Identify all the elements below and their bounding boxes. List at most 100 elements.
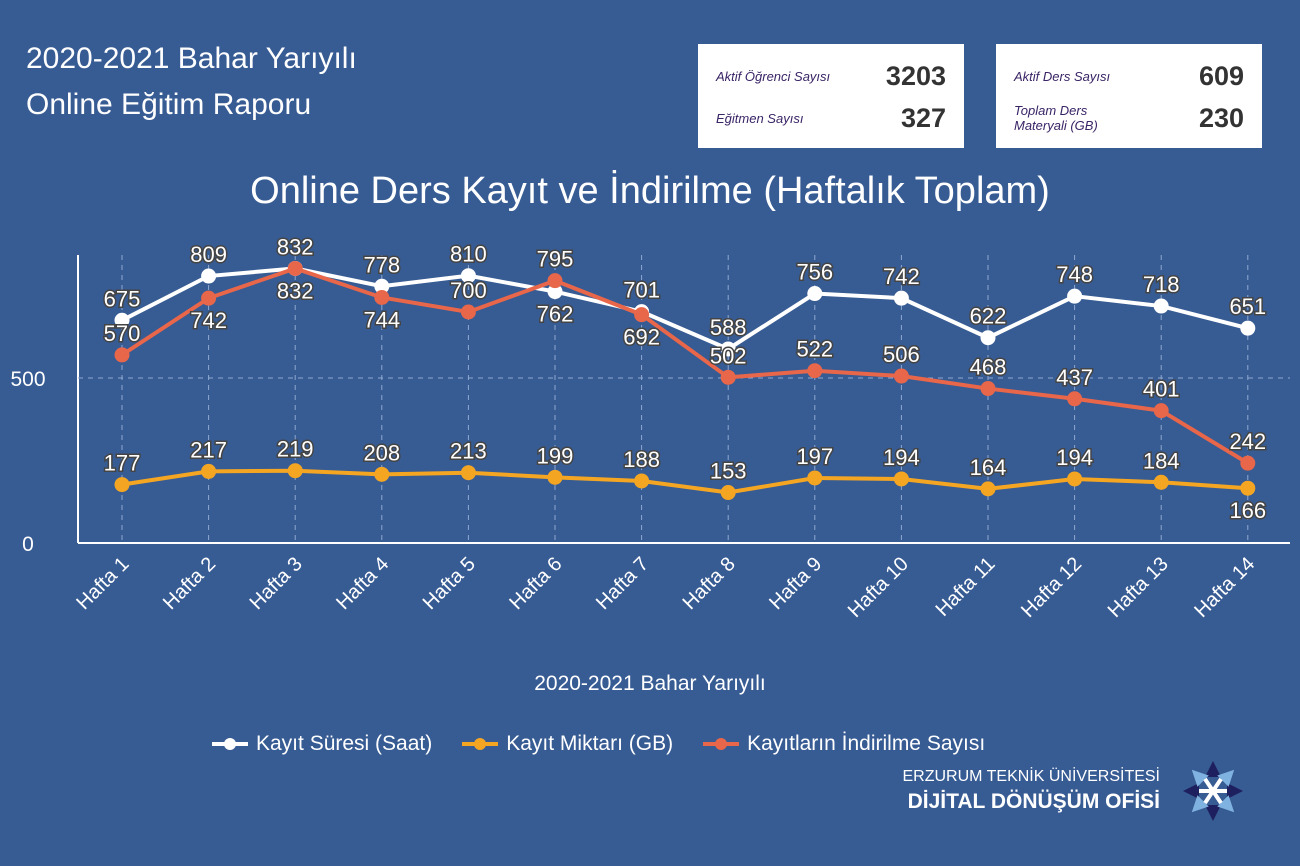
data-label: 177: [104, 451, 141, 476]
data-label: 701: [623, 278, 660, 303]
logo-text: ERZURUM TEKNİK ÜNİVERSİTESİ DİJİTAL DÖNÜ…: [902, 768, 1160, 814]
data-point: [893, 290, 909, 306]
data-point: [114, 477, 130, 493]
data-label: 242: [1229, 429, 1266, 454]
data-label: 832: [277, 234, 314, 259]
x-tick-label: Hafta 11: [932, 553, 1000, 621]
x-tick-label: Hafta 9: [765, 553, 826, 614]
data-label: 762: [537, 302, 574, 327]
data-point: [374, 289, 390, 305]
data-label: 756: [796, 260, 833, 285]
data-point: [201, 268, 217, 284]
legend-label: Kayıt Süresi (Saat): [256, 732, 433, 755]
data-point: [720, 341, 736, 357]
stat-value: 327: [900, 102, 946, 133]
data-label: 437: [1056, 365, 1093, 390]
data-point: [287, 260, 303, 276]
data-label: 832: [277, 278, 314, 303]
data-point: [201, 463, 217, 479]
stat-value: 3203: [885, 60, 946, 91]
data-label: 188: [623, 447, 660, 472]
data-label: 153: [710, 459, 747, 484]
x-tick-label: Hafta 6: [505, 553, 566, 614]
data-label: 651: [1229, 294, 1266, 319]
data-label: 570: [104, 321, 141, 346]
x-tick-label: Hafta 13: [1104, 553, 1173, 622]
data-point: [1067, 391, 1083, 407]
legend-marker-icon: [212, 738, 248, 750]
x-tick-label: Hafta 4: [332, 553, 393, 614]
data-point: [114, 347, 130, 363]
data-point: [1240, 480, 1256, 496]
logo-line2: DİJİTAL DÖNÜŞÜM OFİSİ: [907, 790, 1160, 813]
data-label: 778: [363, 252, 400, 277]
legend-label: Kayıtların İndirilme Sayısı: [747, 732, 986, 755]
data-label: 700: [450, 278, 487, 303]
data-point: [893, 368, 909, 384]
data-label: 622: [970, 304, 1007, 329]
x-tick-label: Hafta 3: [246, 553, 307, 614]
data-label: 197: [796, 444, 833, 469]
stats-card-students: Aktif Öğrenci Sayısı 3203 Eğitmen Sayısı 3…: [698, 44, 964, 148]
data-point: [460, 268, 476, 284]
data-label: 219: [277, 437, 314, 462]
data-point: [1153, 403, 1169, 419]
legend-item[interactable]: Kayıt Süresi (Saat): [210, 732, 432, 756]
data-point: [547, 469, 563, 485]
x-tick-label: Hafta 12: [1017, 553, 1086, 622]
data-label: 742: [883, 264, 920, 289]
data-label: 166: [1229, 498, 1266, 523]
data-label: 208: [363, 440, 400, 465]
data-point: [547, 284, 563, 300]
series-line: [120, 266, 1249, 465]
x-tick-label: Hafta 1: [72, 553, 133, 614]
data-label: 742: [190, 308, 227, 333]
x-tick-label: Hafta 14: [1190, 553, 1259, 622]
x-tick-label: Hafta 8: [679, 553, 740, 614]
data-label: 522: [796, 337, 833, 362]
data-label: 744: [363, 307, 400, 332]
data-point: [374, 466, 390, 482]
data-point: [893, 471, 909, 487]
data-label: 692: [623, 325, 660, 350]
data-point: [1067, 288, 1083, 304]
legend-label: Kayıt Miktarı (GB): [506, 732, 674, 755]
y-tick-label: 500: [10, 368, 45, 391]
legend-item[interactable]: Kayıt Miktarı (GB): [460, 732, 673, 756]
stat-label: Toplam Ders Materyali (GB): [1014, 103, 1098, 133]
data-point: [1240, 455, 1256, 471]
data-label: 506: [883, 342, 920, 367]
logo-line1: ERZURUM TEKNİK ÜNİVERSİTESİ: [902, 768, 1160, 785]
snowflake-logo-icon: [1183, 761, 1243, 821]
data-label: 748: [1056, 262, 1093, 287]
data-point: [634, 307, 650, 323]
data-label: 194: [1056, 445, 1093, 470]
data-label: 199: [537, 443, 574, 468]
stat-value: 230: [1198, 102, 1244, 133]
data-point: [547, 273, 563, 289]
data-point: [807, 470, 823, 486]
data-point: [374, 278, 390, 294]
data-point: [980, 381, 996, 397]
x-axis-label: 2020-2021 Bahar Yarıyılı: [534, 672, 766, 695]
data-point: [1240, 320, 1256, 336]
data-point: [634, 473, 650, 489]
data-label: 213: [450, 439, 487, 464]
legend-item[interactable]: Kayıtların İndirilme Sayısı: [701, 732, 985, 756]
data-point: [720, 369, 736, 385]
x-tick-label: Hafta 2: [159, 553, 220, 614]
data-point: [1153, 474, 1169, 490]
report-title-line2: Online Eğitim Raporu: [26, 88, 312, 121]
data-label: 468: [970, 355, 1007, 380]
stat-label: Eğitmen Sayısı: [716, 110, 804, 126]
data-point: [201, 290, 217, 306]
data-point: [980, 330, 996, 346]
report-title-line1: 2020-2021 Bahar Yarıyılı: [26, 42, 357, 75]
chart-title: Online Ders Kayıt ve İndirilme (Haftalık…: [250, 170, 1050, 212]
data-label: 194: [883, 445, 920, 470]
data-label: 675: [104, 286, 141, 311]
data-label: 184: [1143, 448, 1180, 473]
data-point: [980, 481, 996, 497]
data-label: 795: [537, 247, 574, 272]
y-tick-label: 0: [22, 533, 34, 556]
